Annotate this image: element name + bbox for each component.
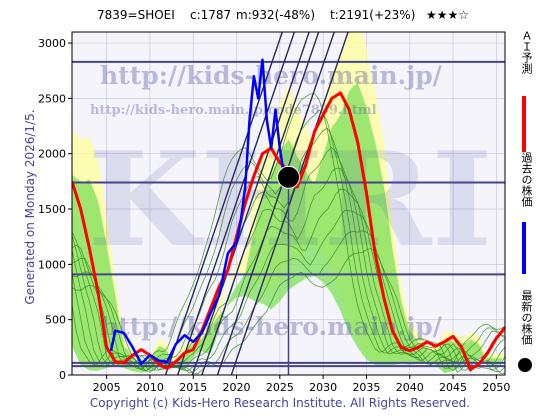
x-tick-label: 2035: [352, 381, 380, 394]
diagonal-line: [191, 32, 310, 375]
diagonal-line: [164, 32, 283, 375]
y-tick-label: 2500: [38, 92, 66, 105]
x-tick-label: 2045: [439, 381, 467, 394]
target-info: t:2191(+23%): [330, 8, 416, 22]
y-tick-label: 1000: [38, 258, 66, 271]
current-price: c:1787: [190, 8, 232, 22]
legend-forecast-label: ＡＩ予測: [520, 30, 533, 74]
x-tick-label: 2020: [223, 381, 251, 394]
legend-past-swatch: [522, 222, 526, 274]
x-tick-label: 2050: [482, 381, 510, 394]
y-axis: 0 500 1000 1500 2000 2500 3000: [38, 37, 72, 382]
x-tick-label: 2010: [136, 381, 164, 394]
copyright: Copyright (c) Kids-Hero Research Institu…: [89, 396, 471, 410]
diagonal-line: [201, 32, 320, 375]
watermark-url-bottom: http://kids-hero.main.jp/: [100, 312, 443, 341]
rating-stars: ★★★☆: [426, 8, 470, 22]
diagonal-line: [216, 32, 335, 375]
diagonal-line: [230, 32, 349, 375]
y-tick-label: 3000: [38, 37, 66, 50]
legend-latest-swatch: [518, 358, 532, 372]
chart-header: 7839=SHOEI c:1787 m:932(-48%) t:2191(+23…: [0, 8, 560, 92]
watermark-url-code: http://kids-hero.main.jp/code7839.html: [90, 103, 377, 118]
legend-forecast-swatch: [522, 96, 526, 152]
diagonal-line: [176, 32, 296, 375]
y-tick-label: 500: [45, 314, 66, 327]
legend-past-label: 過去の株価: [520, 152, 533, 207]
y-tick-label: 2000: [38, 148, 66, 161]
code-name: 7839=SHOEI: [97, 8, 175, 22]
legend-latest-label: 最新の株価: [520, 290, 533, 345]
y-tick-label: 0: [59, 369, 66, 382]
x-tick-label: 2025: [266, 381, 294, 394]
diagonal-lines: [164, 32, 349, 375]
x-tick-label: 2040: [396, 381, 424, 394]
latest-price-marker: [277, 165, 300, 189]
x-tick-label: 2005: [93, 381, 121, 394]
x-axis: 2005 2010 2015 2020 2025 2030 2035 2040 2045 2050: [93, 375, 510, 394]
plot-frame: [71, 31, 506, 376]
x-tick-label: 2030: [309, 381, 337, 394]
min-info: m:932(-48%): [236, 8, 316, 22]
watermark-logo: KHRI: [88, 123, 493, 276]
y-tick-label: 1500: [38, 203, 66, 216]
x-tick-label: 2015: [179, 381, 207, 394]
series-past-price: [109, 58, 289, 366]
